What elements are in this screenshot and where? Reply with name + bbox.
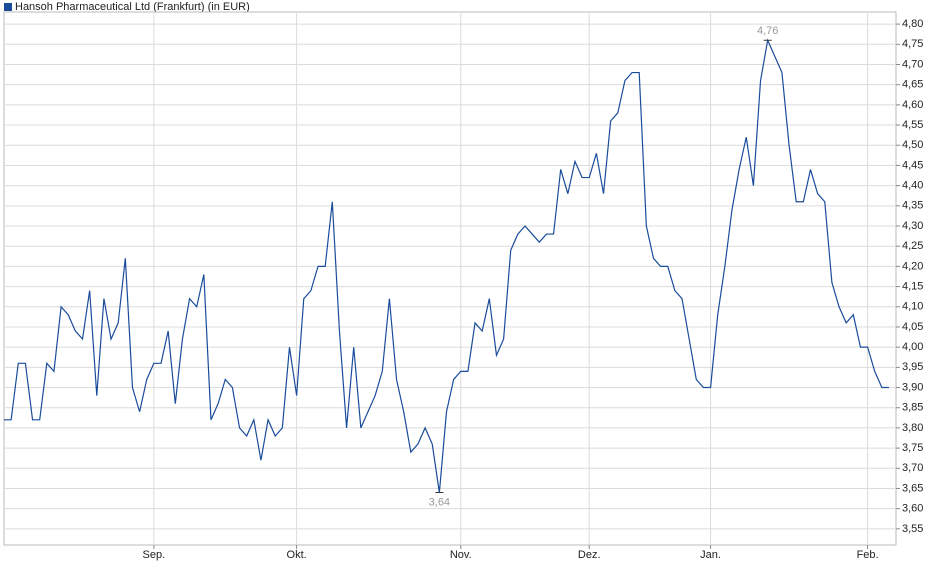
y-tick-label: 4,55 bbox=[902, 119, 923, 131]
y-tick-label: 3,80 bbox=[902, 422, 923, 434]
y-tick-label: 4,75 bbox=[902, 38, 923, 50]
x-tick-label: Feb. bbox=[857, 549, 879, 561]
y-tick-label: 4,65 bbox=[902, 79, 923, 91]
y-tick-label: 3,95 bbox=[902, 361, 923, 373]
y-tick-label: 4,00 bbox=[902, 341, 923, 353]
y-tick-label: 4,05 bbox=[902, 321, 923, 333]
y-tick-label: 4,50 bbox=[902, 139, 923, 151]
y-tick-label: 4,60 bbox=[902, 99, 923, 111]
y-tick-label: 4,10 bbox=[902, 301, 923, 313]
y-tick-label: 4,30 bbox=[902, 220, 923, 232]
y-tick-label: 4,45 bbox=[902, 159, 923, 171]
x-tick-label: Sep. bbox=[143, 549, 166, 561]
y-tick-label: 4,80 bbox=[902, 18, 923, 30]
x-tick-label: Jan. bbox=[700, 549, 721, 561]
plot-frame bbox=[3, 11, 897, 546]
y-tick-label: 4,35 bbox=[902, 200, 923, 212]
price-line bbox=[4, 38, 889, 493]
x-tick-label: Okt. bbox=[287, 549, 307, 561]
x-tick-label: Nov. bbox=[450, 549, 472, 561]
annotation-label: 3,64 bbox=[429, 496, 450, 508]
y-tick-label: 3,70 bbox=[902, 462, 923, 474]
legend-swatch bbox=[4, 3, 12, 11]
y-tick-label: 3,55 bbox=[902, 523, 923, 535]
x-tick-label: Dez. bbox=[578, 549, 601, 561]
y-tick-label: 4,15 bbox=[902, 280, 923, 292]
y-tick-label: 3,65 bbox=[902, 482, 923, 494]
y-tick-label: 3,60 bbox=[902, 503, 923, 515]
y-tick-label: 3,85 bbox=[902, 402, 923, 414]
annotation-label: 4,76 bbox=[757, 25, 778, 37]
y-tick-label: 4,25 bbox=[902, 240, 923, 252]
y-tick-label: 4,70 bbox=[902, 58, 923, 70]
y-tick-label: 4,40 bbox=[902, 180, 923, 192]
y-tick-label: 3,75 bbox=[902, 442, 923, 454]
y-tick-label: 3,90 bbox=[902, 381, 923, 393]
legend-label: Hansoh Pharmaceutical Ltd (Frankfurt) (i… bbox=[15, 1, 250, 13]
y-tick-label: 4,20 bbox=[902, 260, 923, 272]
